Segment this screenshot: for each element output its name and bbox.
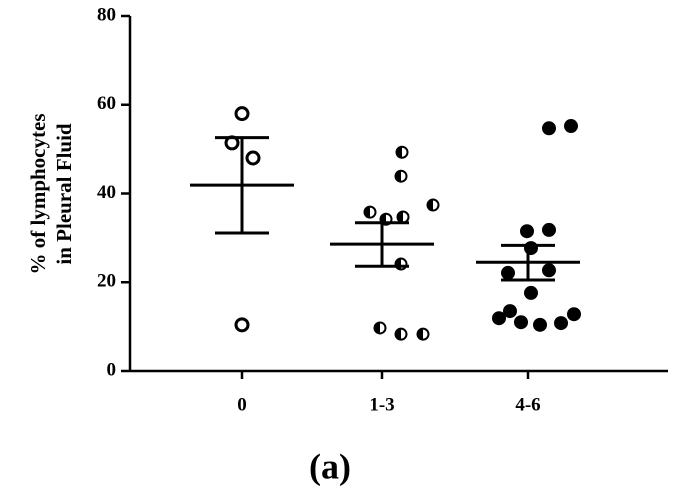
dot [514,315,528,330]
dot [533,317,547,332]
dot [542,222,556,237]
dot [395,145,409,159]
dot-half [395,170,401,182]
dot-half [395,328,401,340]
dot [373,321,387,335]
dot [501,265,515,280]
dot [567,307,581,322]
dot-half [396,146,402,158]
dot [542,263,556,278]
dot [524,285,538,300]
dot [394,169,408,183]
caption: (a) [309,446,351,486]
dot [363,205,377,219]
y-label-line: % of lymphocytes [26,114,50,275]
y-label-line: in Pleural Fluid [52,123,76,265]
dot [564,119,578,134]
y-tick-label: 60 [97,93,116,114]
dot [426,198,440,212]
dot-half [364,206,370,218]
dot [503,304,517,319]
dot [542,121,556,136]
dot [554,316,568,331]
dot [396,210,410,224]
dot [524,241,538,256]
dot [492,311,506,326]
x-tick-label: 1-3 [369,394,394,415]
dot [394,327,408,341]
dot-half [427,199,433,211]
dot [520,224,534,239]
dot-half [417,328,423,340]
dot [394,257,408,271]
y-tick-label: 40 [97,182,116,203]
dot-half [374,322,380,334]
x-tick-label: 4-6 [515,394,540,415]
dot [234,317,250,333]
x-tick-label: 0 [237,394,247,415]
y-tick-label: 0 [107,359,117,380]
dot-half [397,211,403,223]
y-label: % of lymphocytes in Pleural Fluid [26,114,76,275]
dot [416,327,430,341]
dot [234,106,250,122]
y-tick-label: 80 [97,4,116,25]
dot [245,150,261,166]
y-tick-label: 20 [97,271,116,292]
